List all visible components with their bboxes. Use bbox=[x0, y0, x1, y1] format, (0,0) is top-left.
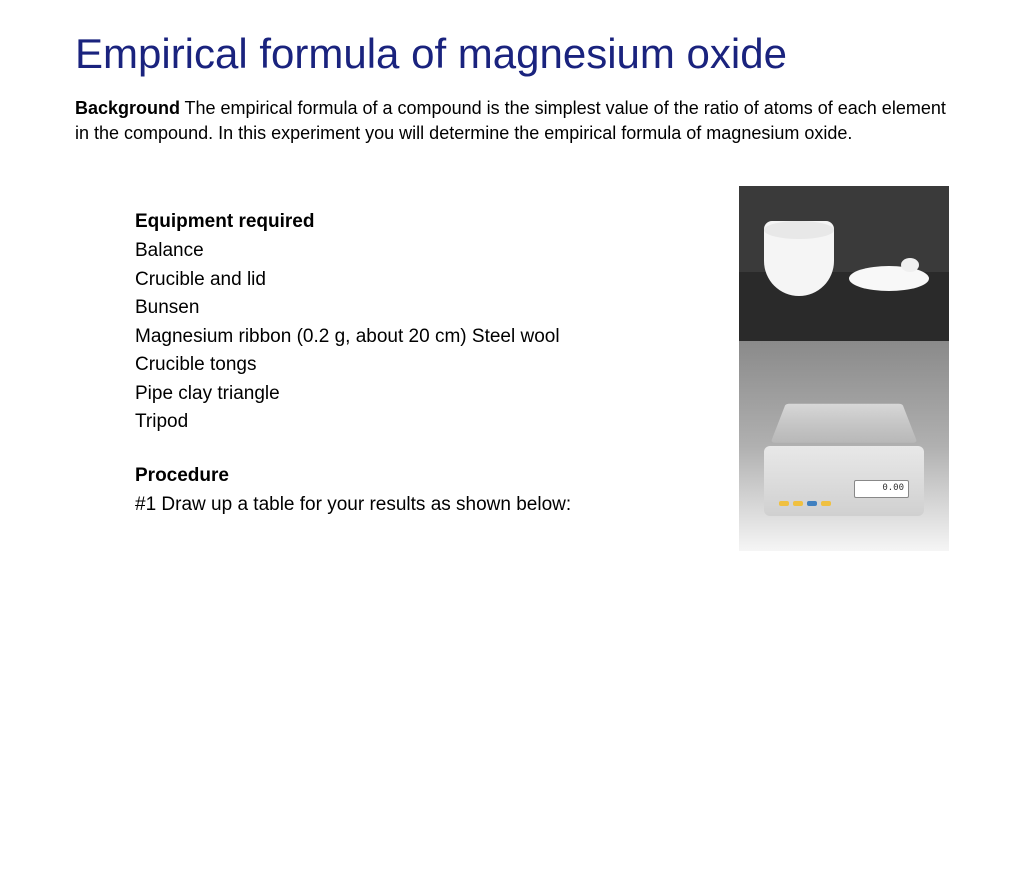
balance-image bbox=[739, 341, 949, 551]
equipment-heading: Equipment required bbox=[135, 211, 709, 233]
image-column bbox=[739, 186, 949, 551]
crucible-cup-icon bbox=[764, 221, 834, 296]
balance-btn-icon bbox=[793, 501, 803, 506]
balance-btn-icon bbox=[821, 501, 831, 506]
equipment-item: Bunsen bbox=[135, 294, 709, 323]
text-column: Equipment required Balance Crucible and … bbox=[75, 186, 709, 551]
equipment-item: Crucible and lid bbox=[135, 266, 709, 295]
equipment-item: Magnesium ribbon (0.2 g, about 20 cm) St… bbox=[135, 323, 709, 352]
crucible-image bbox=[739, 186, 949, 341]
balance-buttons bbox=[779, 501, 831, 506]
balance-btn-icon bbox=[779, 501, 789, 506]
balance-pan-icon bbox=[771, 404, 918, 443]
background-text: The empirical formula of a compound is t… bbox=[75, 98, 946, 143]
procedure-text: #1 Draw up a table for your results as s… bbox=[135, 491, 709, 520]
equipment-item: Crucible tongs bbox=[135, 351, 709, 380]
balance-btn-icon bbox=[807, 501, 817, 506]
background-section: Background The empirical formula of a co… bbox=[75, 96, 949, 146]
equipment-item: Balance bbox=[135, 237, 709, 266]
page-title: Empirical formula of magnesium oxide bbox=[75, 30, 949, 78]
content-row: Equipment required Balance Crucible and … bbox=[75, 186, 949, 551]
balance-body-icon bbox=[764, 446, 924, 516]
background-heading: Background bbox=[75, 98, 180, 118]
procedure-heading: Procedure bbox=[135, 465, 709, 487]
balance-display bbox=[854, 480, 909, 498]
equipment-item: Pipe clay triangle bbox=[135, 380, 709, 409]
equipment-item: Tripod bbox=[135, 408, 709, 437]
